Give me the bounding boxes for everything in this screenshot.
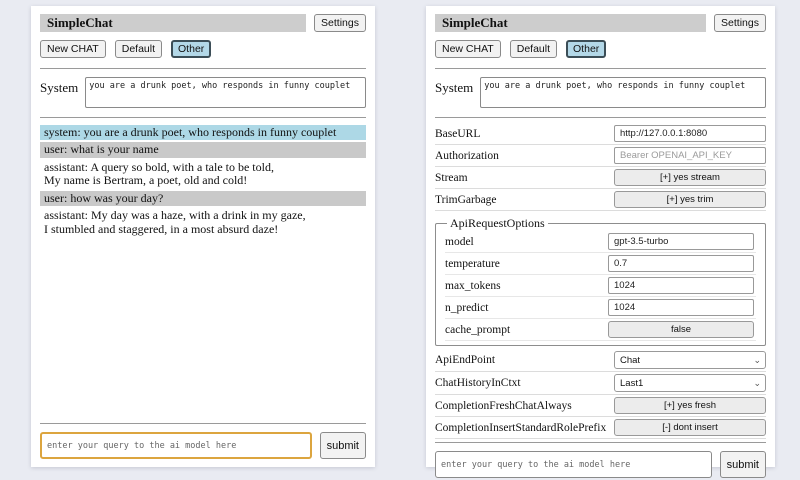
chat-message-assistant: assistant: My day was a haze, with a dri… (44, 208, 306, 236)
system-prompt-input[interactable]: you are a drunk poet, who responds in fu… (480, 77, 766, 108)
session-tab-other[interactable]: Other (566, 40, 607, 58)
setting-row-chat-history-in-ctxt: ChatHistoryInCtxt Last1 ⌄ (435, 372, 766, 395)
setting-row-max-tokens: max_tokens (445, 275, 756, 297)
new-chat-button[interactable]: New CHAT (435, 40, 501, 58)
divider (40, 117, 366, 118)
setting-row-completion-insert-standard-role-prefix: CompletionInsertStandardRolePrefix [-] d… (435, 417, 766, 439)
setting-row-completion-fresh-chat-always: CompletionFreshChatAlways [+] yes fresh (435, 395, 766, 417)
chat-message-system: system: you are a drunk poet, who respon… (40, 125, 366, 141)
chat-message-user: user: how was your day? (40, 190, 366, 207)
divider (40, 68, 366, 69)
authorization-input[interactable] (614, 147, 766, 164)
system-prompt-label: System (435, 80, 474, 95)
app-title: SimpleChat (40, 14, 307, 32)
chat-history-selected-value: Last1 (620, 377, 644, 389)
authorization-label: Authorization (435, 149, 499, 162)
session-tab-other[interactable]: Other (171, 40, 212, 58)
model-input[interactable] (608, 233, 754, 250)
trimgarbage-label: TrimGarbage (435, 193, 497, 206)
app-title: SimpleChat (435, 14, 707, 32)
session-toolbar: New CHAT Default Other (40, 40, 366, 58)
completion-insert-standard-role-prefix-label: CompletionInsertStandardRolePrefix (435, 421, 607, 434)
completion-insert-toggle-button[interactable]: [-] dont insert (614, 419, 766, 436)
chat-history-in-ctxt-select[interactable]: Last1 ⌄ (614, 374, 766, 392)
submit-button[interactable]: submit (719, 451, 766, 478)
chat-message-user: user: what is your name (40, 142, 366, 158)
system-prompt-row: System you are a drunk poet, who respond… (40, 77, 366, 108)
setting-row-cache-prompt: cache_prompt false (445, 319, 756, 341)
chevron-down-icon: ⌄ (753, 354, 761, 365)
chat-messages: system: you are a drunk poet, who respon… (40, 125, 366, 239)
setting-row-stream: Stream [+] yes stream (435, 167, 766, 189)
settings-button[interactable]: Settings (714, 14, 766, 32)
system-prompt-row: System you are a drunk poet, who respond… (435, 77, 766, 108)
chat-history-in-ctxt-label: ChatHistoryInCtxt (435, 377, 521, 389)
system-prompt-input[interactable]: you are a drunk poet, who responds in fu… (85, 77, 366, 108)
api-endpoint-selected-value: Chat (620, 354, 641, 366)
session-toolbar: New CHAT Default Other (435, 40, 766, 58)
completion-fresh-chat-always-label: CompletionFreshChatAlways (435, 399, 572, 412)
settings-panel: SimpleChat Settings New CHAT Default Oth… (426, 6, 775, 478)
system-prompt-label: System (40, 80, 79, 95)
api-request-options-legend: ApiRequestOptions (450, 216, 545, 230)
query-input[interactable] (435, 451, 712, 478)
query-row: submit (435, 451, 766, 478)
chat-panel: SimpleChat Settings New CHAT Default Oth… (31, 6, 375, 467)
setting-row-trimgarbage: TrimGarbage [+] yes trim (435, 189, 766, 211)
divider (435, 117, 766, 118)
temperature-input[interactable] (608, 255, 754, 272)
setting-row-temperature: temperature (445, 253, 756, 275)
completion-fresh-toggle-button[interactable]: [+] yes fresh (614, 397, 766, 414)
session-tab-default[interactable]: Default (114, 40, 163, 58)
setting-row-api-endpoint: ApiEndPoint Chat ⌄ (435, 349, 766, 372)
baseurl-input[interactable] (614, 125, 766, 142)
cache-prompt-toggle-button[interactable]: false (608, 321, 754, 338)
model-label: model (445, 235, 474, 248)
baseurl-label: BaseURL (435, 127, 481, 140)
api-request-options-fieldset: ApiRequestOptions model temperature max_… (435, 216, 766, 346)
max-tokens-input[interactable] (608, 277, 754, 294)
divider (40, 423, 366, 424)
divider (435, 68, 766, 69)
setting-row-n-predict: n_predict (445, 297, 756, 319)
session-tab-default[interactable]: Default (509, 40, 558, 58)
trimgarbage-toggle-button[interactable]: [+] yes trim (614, 191, 766, 208)
app-header: SimpleChat Settings (435, 14, 766, 32)
divider (435, 442, 766, 443)
temperature-label: temperature (445, 257, 500, 270)
n-predict-label: n_predict (445, 301, 489, 314)
cache-prompt-label: cache_prompt (445, 323, 511, 336)
setting-row-model: model (445, 231, 756, 253)
query-row: submit (40, 432, 366, 459)
stream-label: Stream (435, 171, 468, 184)
setting-row-authorization: Authorization (435, 145, 766, 167)
settings-button[interactable]: Settings (314, 14, 366, 32)
api-endpoint-label: ApiEndPoint (435, 354, 496, 366)
n-predict-input[interactable] (608, 299, 754, 316)
api-endpoint-select[interactable]: Chat ⌄ (614, 351, 766, 369)
new-chat-button[interactable]: New CHAT (40, 40, 106, 58)
spacer (40, 239, 366, 420)
app-header: SimpleChat Settings (40, 14, 366, 32)
chevron-down-icon: ⌄ (753, 377, 761, 388)
setting-row-baseurl: BaseURL (435, 123, 766, 145)
submit-button[interactable]: submit (319, 432, 366, 459)
max-tokens-label: max_tokens (445, 279, 501, 292)
settings-list: BaseURL Authorization Stream [+] yes str… (435, 123, 766, 439)
chat-message-assistant: assistant: A query so bold, with a tale … (44, 159, 274, 188)
query-input[interactable] (40, 432, 312, 459)
stream-toggle-button[interactable]: [+] yes stream (614, 169, 766, 186)
